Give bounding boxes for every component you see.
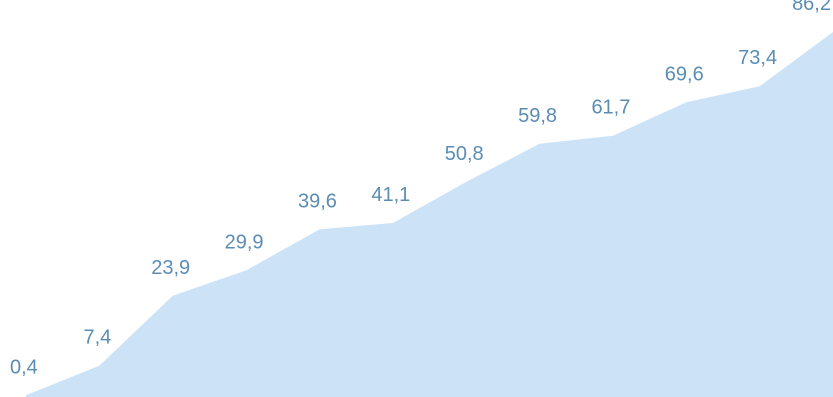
data-label: 41,1 [371, 184, 410, 206]
data-label: 59,8 [518, 105, 557, 127]
data-label: 69,6 [665, 63, 704, 85]
data-label: 61,7 [591, 97, 630, 119]
area-series [26, 32, 833, 397]
data-label: 86,2 [792, 0, 831, 15]
data-label: 39,6 [298, 190, 337, 212]
data-labels: 0,4 7,4 23,9 29,9 39,6 41,1 50,8 59,8 61,7 69,6 73… [10, 0, 831, 378]
data-label: 0,4 [10, 356, 38, 378]
data-label: 29,9 [225, 231, 264, 253]
data-label: 23,9 [151, 257, 190, 279]
data-label: 7,4 [83, 327, 111, 349]
data-label: 50,8 [445, 143, 484, 165]
data-label: 73,4 [738, 47, 777, 69]
